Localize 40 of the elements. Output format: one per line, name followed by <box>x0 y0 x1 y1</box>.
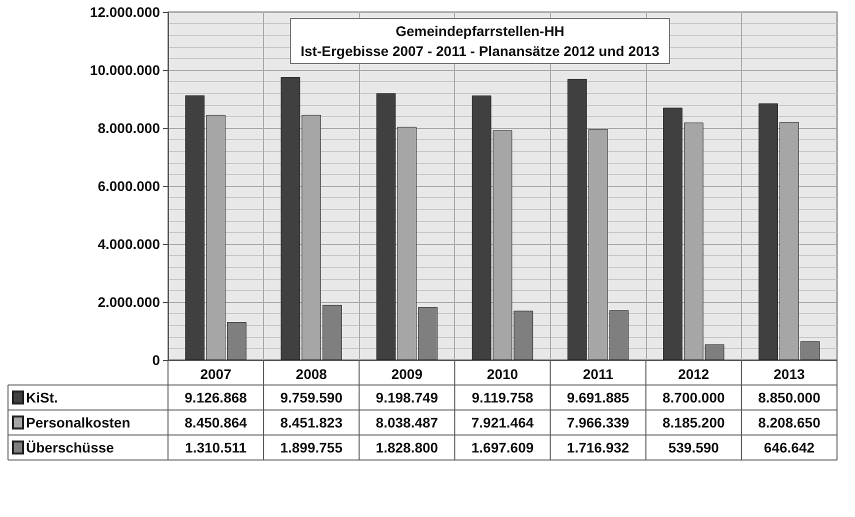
x-tick-label: 2007 <box>200 366 232 382</box>
x-tick-label: 2012 <box>678 366 710 382</box>
data-label: 9.126.868 <box>184 390 248 406</box>
data-label: 8.700.000 <box>662 390 725 406</box>
x-tick-label: 2011 <box>582 366 614 382</box>
data-label: 646.642 <box>764 440 815 456</box>
data-label: 7.966.339 <box>566 414 630 430</box>
data-label: 1.899.755 <box>280 440 343 456</box>
data-label: 1.697.609 <box>471 440 534 456</box>
data-label: 9.198.749 <box>376 390 438 406</box>
legend-label: Personalkosten <box>26 414 130 430</box>
data-label: 8.850.000 <box>758 390 821 406</box>
x-tick-label: 2010 <box>486 366 518 382</box>
text: Ist-Ergebisse 2007 - 2011 - Planansätze 2012 und 2013 <box>300 43 660 59</box>
data-label: 9.691.885 <box>566 390 630 406</box>
data-label: 1.716.932 <box>566 440 630 456</box>
x-tick-label: 2013 <box>774 366 805 382</box>
y-tick-label: 0 <box>152 352 160 368</box>
data-label: 1.828.800 <box>376 440 438 456</box>
y-tick-label: 12.000.000 <box>90 4 160 20</box>
data-label: 539.590 <box>668 440 720 456</box>
legend-label: Überschüsse <box>26 440 114 456</box>
data-label: 8.185.200 <box>662 414 725 430</box>
data-label: 9.759.590 <box>280 390 343 406</box>
y-tick-label: 6.000.000 <box>98 178 160 194</box>
x-tick-label: 2008 <box>296 366 328 382</box>
data-label: 8.038.487 <box>376 414 438 430</box>
data-label: 8.451.823 <box>280 414 343 430</box>
data-label: 1.310.511 <box>185 440 247 456</box>
x-tick-label: 2009 <box>391 366 423 382</box>
data-label: 8.450.864 <box>184 414 248 430</box>
y-tick-label: 4.000.000 <box>98 236 160 252</box>
y-tick-label: 2.000.000 <box>98 294 160 310</box>
data-label: 9.119.758 <box>472 390 534 406</box>
text: Gemeindepfarrstellen-HH <box>396 23 564 39</box>
y-tick-label: 10.000.000 <box>90 62 160 78</box>
legend-label: KiSt. <box>26 390 58 406</box>
y-tick-label: 8.000.000 <box>98 120 160 136</box>
data-label: 7.921.464 <box>471 414 534 430</box>
data-label: 8.208.650 <box>758 414 821 430</box>
